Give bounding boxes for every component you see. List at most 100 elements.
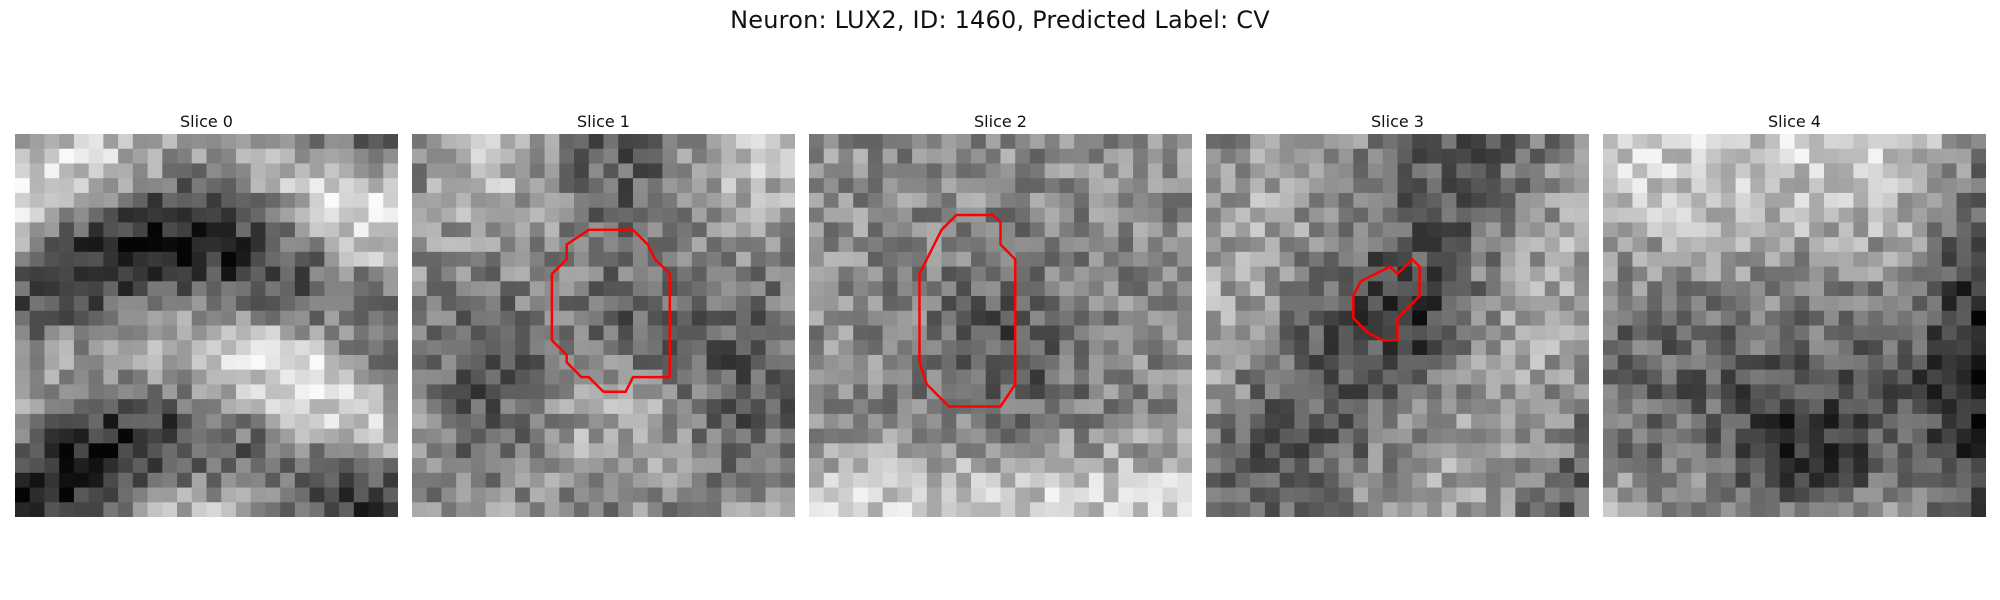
- pixel: [1029, 384, 1046, 400]
- pixel: [132, 354, 149, 371]
- pixel: [412, 354, 428, 371]
- pixel: [559, 399, 575, 415]
- pixel: [250, 148, 266, 164]
- pixel: [1750, 192, 1766, 209]
- pixel: [603, 207, 619, 223]
- pixel: [1029, 340, 1046, 356]
- pixel: [1309, 384, 1325, 400]
- pixel: [1632, 413, 1648, 430]
- pixel: [1779, 192, 1795, 209]
- pixel: [162, 237, 178, 253]
- pixel: [485, 325, 501, 341]
- pixel: [721, 399, 737, 415]
- pixel: [1500, 178, 1516, 194]
- pixel: [118, 163, 134, 179]
- pixel: [1647, 163, 1663, 179]
- pixel: [1456, 472, 1472, 489]
- pixel: [1706, 222, 1722, 238]
- pixel: [206, 148, 222, 164]
- pixel: [823, 325, 839, 341]
- pixel: [1441, 399, 1457, 415]
- pixel: [368, 148, 384, 164]
- pixel: [956, 369, 972, 385]
- pixel: [73, 148, 90, 164]
- pixel: [1720, 148, 1737, 164]
- pixel: [309, 443, 325, 459]
- pixel: [206, 222, 222, 238]
- pixel: [926, 207, 943, 223]
- pixel: [780, 134, 795, 150]
- pixel: [1441, 296, 1457, 312]
- pixel: [177, 487, 193, 503]
- pixel: [912, 428, 928, 444]
- pixel: [339, 207, 355, 223]
- pixel: [470, 443, 487, 459]
- pixel: [1574, 266, 1589, 282]
- pixel: [1059, 251, 1075, 268]
- pixel: [118, 310, 134, 326]
- pixel: [1927, 207, 1943, 223]
- pixel: [1603, 399, 1619, 415]
- pixel: [1059, 296, 1075, 312]
- pixel: [1000, 413, 1016, 430]
- pixel: [618, 266, 634, 282]
- pixel: [941, 134, 957, 150]
- pixel: [1617, 502, 1633, 517]
- pixel: [500, 443, 516, 459]
- pixel: [1706, 428, 1722, 444]
- pixel: [1133, 192, 1149, 209]
- pixel: [1868, 399, 1884, 415]
- pixel: [1544, 325, 1561, 341]
- pixel: [1471, 192, 1487, 209]
- pixel: [780, 207, 795, 223]
- pixel: [426, 296, 442, 312]
- pixel: [1412, 384, 1428, 400]
- pixel: [867, 296, 884, 312]
- pixel: [1647, 281, 1663, 297]
- pixel: [1309, 178, 1325, 194]
- pixel: [412, 458, 428, 474]
- pixel: [206, 134, 222, 150]
- pixel: [647, 192, 663, 209]
- pixel: [574, 340, 590, 356]
- pixel: [368, 310, 384, 326]
- pixel: [1838, 310, 1854, 326]
- pixel: [926, 458, 943, 474]
- pixel: [118, 413, 134, 430]
- pixel: [1309, 502, 1325, 517]
- pixel: [500, 222, 516, 238]
- pixel: [1530, 148, 1546, 164]
- pixel: [544, 148, 560, 164]
- pixel: [809, 192, 825, 209]
- pixel: [544, 222, 560, 238]
- pixel: [1412, 428, 1428, 444]
- pixel: [912, 472, 928, 489]
- pixel: [912, 502, 928, 517]
- pixel: [559, 384, 575, 400]
- pixel: [294, 207, 311, 223]
- pixel: [603, 266, 619, 282]
- pixel: [1838, 399, 1854, 415]
- pixel: [1456, 458, 1472, 474]
- pixel: [191, 281, 207, 297]
- pixel: [1882, 325, 1899, 341]
- pixel: [1177, 281, 1192, 297]
- pixel: [147, 296, 163, 312]
- pixel: [470, 281, 487, 297]
- pixel: [1853, 369, 1869, 385]
- pixel: [1220, 281, 1236, 297]
- pixel: [574, 266, 590, 282]
- pixel: [632, 134, 649, 150]
- pixel: [1382, 134, 1398, 150]
- pixel: [280, 178, 296, 194]
- pixel: [29, 178, 45, 194]
- pixel: [941, 222, 957, 238]
- pixel: [44, 148, 60, 164]
- pixel: [353, 487, 370, 503]
- pixel: [809, 458, 825, 474]
- pixel: [867, 163, 884, 179]
- pixel: [441, 251, 457, 268]
- pixel: [235, 487, 252, 503]
- pixel: [1044, 458, 1060, 474]
- pixel: [1971, 296, 1986, 312]
